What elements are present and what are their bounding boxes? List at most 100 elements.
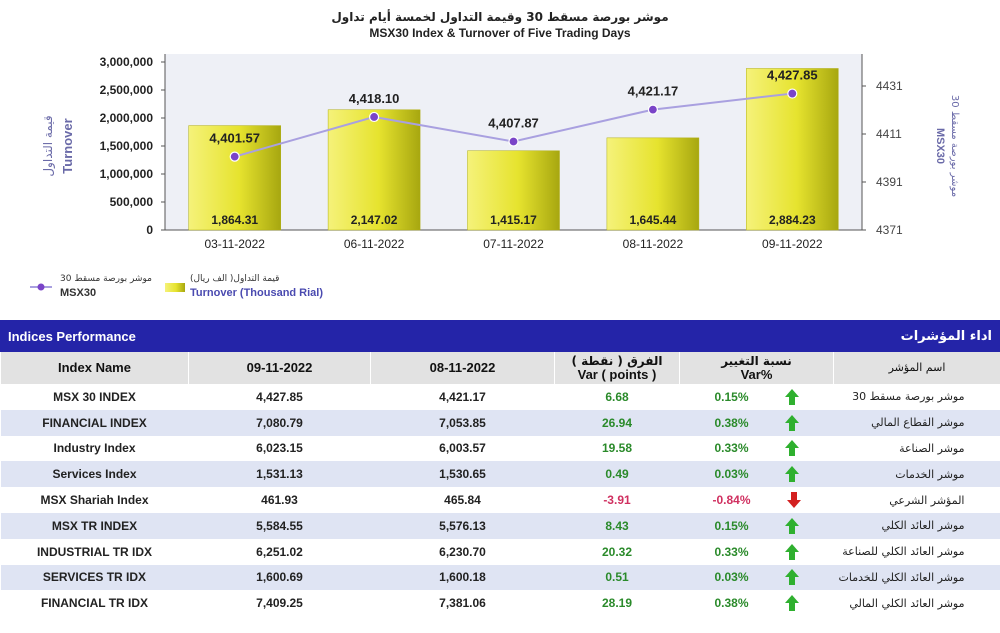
table-row: INDUSTRIAL TR IDX 6,251.02 6,230.70 20.32 0.… [1, 539, 1000, 565]
table-row: SERVICES TR IDX 1,600.69 1,600.18 0.51 0.03%… [0, 564, 1000, 591]
cell-var-points: 28.19 [601, 596, 633, 611]
legend-line-label: MSX30 [60, 287, 96, 299]
cell-var-points: 0.49 [554, 461, 680, 488]
legend-bar-label-arabic: قيمة التداول( الف ريال) [190, 274, 279, 284]
cell-index-name-arabic: موشر الصناعة [899, 441, 965, 455]
y-left-tick-label: 2,000,000 [100, 111, 154, 125]
cell-date-1-value: 1,531.13 [188, 461, 371, 488]
cell-var-percent: 0.15% [679, 512, 834, 539]
y-left-tick-label: 3,000,000 [100, 55, 154, 69]
y-left-label: Turnover [60, 118, 75, 173]
var-percent-value: -0.84% [712, 493, 751, 508]
header-var-english: Var ( points ) [577, 367, 657, 382]
bar [467, 150, 560, 231]
cell-date-1-value: 1,600.69 [188, 564, 371, 591]
legend-line-marker [37, 283, 45, 291]
y-right-tick-label: 4391 [876, 175, 903, 189]
cell-date-1-value: 4,427.85 [256, 389, 303, 404]
cell-date-2-value: 6,003.57 [439, 441, 486, 456]
arrow-up-icon [784, 543, 799, 560]
y-left-tick-label: 1,000,000 [100, 167, 154, 181]
line-point-label: 4,418.10 [349, 91, 400, 106]
cell-index-name-arabic: موشر العائد الكلي المالي [849, 596, 965, 610]
header-pct-english: Var% [740, 367, 773, 382]
cell-date-2-value: 1,530.65 [370, 461, 555, 488]
arrow-up-icon [784, 569, 799, 586]
x-tick-label: 07-11-2022 [483, 237, 544, 251]
header-date-2: 08-11-2022 [370, 352, 555, 384]
chart-area: موشر بورصة مسقط 30 وقيمة التداول لخمسة أ… [30, 9, 960, 299]
var-percent-value: 0.03% [714, 570, 749, 585]
cell-date-2-value: 7,053.85 [370, 409, 555, 436]
x-tick-label: 03-11-2022 [204, 237, 265, 251]
y-right-tick-label: 4431 [876, 79, 903, 93]
line-point-label: 4,401.57 [209, 131, 260, 146]
cell-var-points: 0.51 [554, 564, 680, 591]
cell-date-1-value: 7,080.79 [188, 409, 371, 436]
cell-date-2-value: 4,421.17 [439, 389, 486, 404]
table-title-band: Indices Performance اداء المؤشرات [0, 320, 1000, 352]
cell-index-name-arabic: موشر الخدمات [833, 461, 1000, 488]
bar [606, 137, 700, 231]
x-tick-label: 09-11-2022 [762, 237, 823, 251]
cell-var-percent: 0.03% [679, 461, 834, 488]
cell-var-points: 8.43 [554, 512, 680, 539]
line-point [787, 88, 798, 99]
cell-var-points: -3.91 [603, 493, 631, 508]
table-row: FINANCIAL INDEX 7,080.79 7,053.85 26.94 0.38… [0, 409, 1000, 436]
y-right-label-arabic: موشر بورصة مسقط 30 [949, 95, 960, 197]
y-right-tick-label: 4371 [876, 223, 903, 237]
x-tick-label: 06-11-2022 [344, 237, 405, 251]
bar-label: 2,147.02 [351, 213, 398, 227]
cell-var-points: 19.58 [601, 441, 633, 456]
arrow-up-icon [784, 466, 799, 483]
cell-date-2-value: 7,381.06 [439, 596, 486, 611]
cell-index-name: SERVICES TR IDX [0, 564, 189, 591]
bar-label: 1,645.44 [630, 213, 677, 227]
y-left-label-arabic: قيمة التداول [41, 115, 56, 176]
cell-index-name: Services Index [0, 461, 189, 488]
line-point-label: 4,427.85 [767, 68, 818, 83]
table-row: Industry Index 6,023.15 6,003.57 19.58 0.33%… [1, 436, 1000, 462]
bar-label: 1,864.31 [211, 213, 258, 227]
table-header-row: Index Name 09-11-2022 08-11-2022 الفرق (… [0, 352, 1000, 384]
y-left-tick-label: 1,500,000 [100, 139, 154, 153]
line-point [508, 136, 519, 147]
cell-date-1-value: 6,251.02 [256, 544, 303, 559]
cell-index-name-arabic: موشر العائد الكلي [833, 512, 1000, 539]
table-row: MSX TR INDEX 5,584.55 5,576.13 8.43 0.15% موش… [0, 512, 1000, 539]
y-right-label: MSX30 [934, 128, 946, 164]
cell-date-2-value: 465.84 [444, 493, 481, 508]
chart-title: MSX30 Index & Turnover of Five Trading D… [369, 26, 631, 40]
line-point [229, 151, 240, 162]
x-tick-label: 08-11-2022 [623, 237, 684, 251]
table-row: FINANCIAL TR IDX 7,409.25 7,381.06 28.19 0.3… [1, 590, 1000, 616]
table-row: MSX Shariah Index 461.93 465.84 -3.91 -0.84%… [1, 487, 1000, 513]
cell-date-1-value: 6,023.15 [256, 441, 303, 456]
cell-date-1-value: 461.93 [261, 493, 298, 508]
arrow-up-icon [784, 388, 799, 405]
bar-label: 1,415.17 [490, 213, 537, 227]
arrow-up-icon [784, 414, 799, 431]
cell-index-name: MSX 30 INDEX [53, 389, 136, 404]
line-point [647, 104, 659, 115]
line-point [369, 111, 380, 123]
var-percent-value: 0.33% [714, 441, 749, 456]
var-percent-value: 0.15% [714, 389, 749, 404]
chart-title-arabic: موشر بورصة مسقط 30 وقيمة التداول لخمسة أ… [331, 9, 668, 25]
arrow-up-icon [784, 440, 799, 457]
cell-var-points: 26.94 [554, 409, 680, 436]
table-row: Services Index 1,531.13 1,530.65 0.49 0.03% م… [0, 461, 1000, 488]
header-pct-arabic: نسبة التغيير [721, 354, 792, 368]
header-index-name-arabic: اسم المؤشر [833, 352, 1000, 384]
cell-var-points: 6.68 [605, 389, 629, 404]
table-body: MSX 30 INDEX 4,427.85 4,421.17 6.68 0.15% موش… [0, 384, 1000, 616]
cell-index-name-arabic: موشر العائد الكلي للخدمات [833, 564, 1000, 591]
cell-var-percent: 0.38% [679, 409, 834, 436]
arrow-down-icon [786, 492, 801, 509]
cell-date-2-value: 1,600.18 [370, 564, 555, 591]
bar [327, 109, 421, 231]
cell-index-name: MSX Shariah Index [40, 493, 149, 508]
table-row: MSX 30 INDEX 4,427.85 4,421.17 6.68 0.15% موش… [1, 384, 1000, 410]
cell-index-name: INDUSTRIAL TR IDX [36, 544, 153, 559]
